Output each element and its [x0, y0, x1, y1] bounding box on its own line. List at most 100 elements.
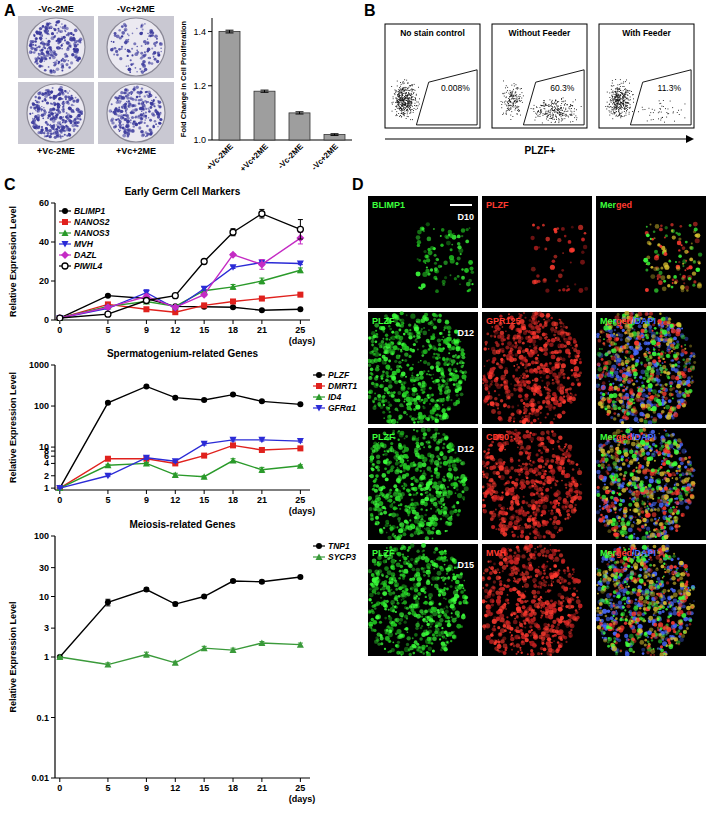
event-dot	[416, 105, 418, 107]
legend-marker	[62, 230, 69, 237]
colony	[59, 122, 62, 125]
y-tick	[51, 536, 55, 537]
event-dot	[552, 115, 554, 117]
event-dot	[409, 97, 411, 99]
event-dot	[501, 104, 503, 106]
data-point	[143, 587, 149, 593]
event-dot	[570, 104, 572, 106]
event-dot	[394, 94, 396, 96]
colony	[59, 116, 62, 119]
event-dot	[516, 105, 518, 107]
event-dot	[392, 101, 394, 103]
colony	[156, 60, 159, 63]
colony	[150, 102, 153, 105]
colony	[132, 33, 134, 35]
data-point	[57, 654, 63, 660]
event-dot	[503, 80, 505, 82]
event-dot	[398, 99, 400, 101]
colony	[132, 109, 134, 111]
y-tick-label: 1.2	[193, 81, 206, 91]
event-dot	[511, 91, 513, 93]
colony	[54, 61, 57, 64]
event-dot	[513, 95, 515, 97]
colony	[42, 65, 44, 67]
event-dot	[413, 92, 415, 94]
event-dot	[408, 103, 410, 105]
event-dot	[399, 107, 401, 109]
x-tick	[59, 778, 60, 782]
event-dot	[400, 107, 402, 109]
x-tick	[300, 490, 301, 494]
colony	[130, 122, 132, 124]
event-dot	[407, 94, 409, 96]
y-axis-label: Fold Change in Cell Proliferation	[179, 20, 188, 137]
event-dot	[392, 98, 394, 100]
y-tick	[51, 596, 55, 597]
event-dot	[401, 105, 403, 107]
colony	[135, 67, 137, 69]
flow-title: No stain control	[400, 28, 465, 38]
colony	[42, 42, 46, 46]
colony	[53, 62, 54, 63]
colony	[131, 116, 134, 119]
colony	[124, 28, 128, 32]
event-dot	[558, 120, 560, 122]
colony	[76, 51, 78, 53]
colony	[39, 27, 42, 30]
colony	[37, 101, 39, 103]
colony	[135, 85, 138, 88]
colony	[139, 115, 140, 116]
colony	[35, 58, 38, 61]
data-point	[171, 303, 179, 311]
colony	[67, 42, 70, 45]
colony	[56, 67, 60, 71]
colony	[144, 100, 147, 103]
event-dot	[510, 100, 512, 102]
event-dot	[512, 105, 514, 107]
colony	[68, 106, 72, 110]
colony	[118, 29, 121, 32]
legend: TNP1SYCP3	[313, 541, 356, 562]
colony	[44, 61, 45, 62]
colony	[75, 97, 77, 99]
event-dot	[398, 113, 400, 115]
event-dot	[397, 102, 399, 104]
data-point	[259, 447, 265, 453]
colony	[126, 114, 129, 117]
event-dot	[510, 95, 512, 97]
data-point	[172, 601, 178, 607]
event-dot	[402, 104, 404, 106]
data-point	[259, 211, 265, 217]
event-dot	[515, 99, 517, 101]
colony	[49, 50, 51, 52]
event-dot	[399, 109, 401, 111]
event-dot	[517, 101, 519, 103]
colony	[54, 136, 57, 139]
colony	[60, 124, 61, 125]
colony	[61, 70, 63, 72]
colony	[38, 96, 41, 99]
event-dot	[400, 88, 402, 90]
event-dot	[408, 101, 410, 103]
colony	[130, 119, 132, 121]
colony	[136, 50, 138, 52]
event-dot	[400, 100, 402, 102]
event-dot	[399, 92, 401, 94]
colony	[136, 28, 137, 29]
colony	[158, 122, 160, 124]
colony	[139, 68, 141, 70]
series-line	[60, 577, 301, 657]
data-point	[297, 226, 303, 232]
colony	[124, 105, 127, 108]
event-dot	[401, 87, 403, 89]
error-bar	[261, 90, 269, 92]
event-dot	[505, 97, 507, 99]
event-dot	[509, 94, 511, 96]
data-point	[297, 267, 304, 274]
event-dot	[407, 87, 409, 89]
event-dot	[565, 113, 567, 115]
colony	[75, 42, 77, 44]
event-dot	[508, 100, 510, 102]
event-dot	[401, 96, 403, 98]
data-point	[56, 315, 63, 321]
